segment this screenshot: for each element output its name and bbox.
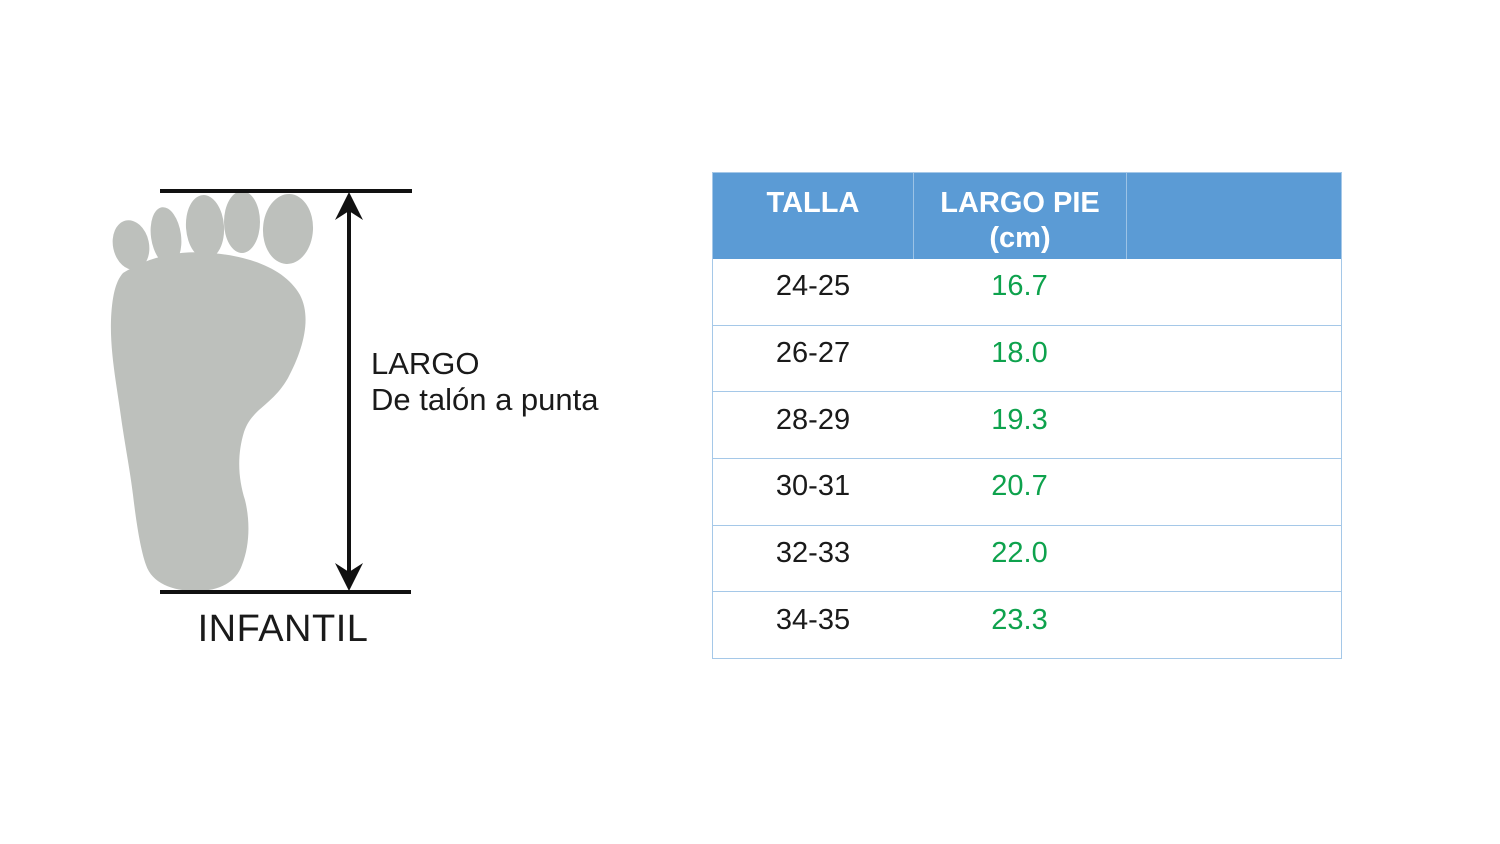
header-largo-pie-label: LARGO PIE xyxy=(940,187,1100,219)
size-cell: 30-31 xyxy=(775,470,851,503)
arrowhead-up-icon xyxy=(335,192,363,220)
table-row: 34-35 23.3 xyxy=(713,591,1341,658)
table-row: 24-25 16.7 xyxy=(713,259,1341,325)
arrowhead-down-icon xyxy=(335,563,363,591)
table-row: 32-33 22.0 xyxy=(713,524,1341,592)
foot-silhouette xyxy=(110,252,306,591)
header-cell-talla: TALLA xyxy=(713,173,913,259)
size-cell: 28-29 xyxy=(775,403,851,436)
size-chart-table: TALLA LARGO PIE (cm) 24-25 16.7 26-27 18… xyxy=(712,172,1342,659)
table-row: 30-31 20.7 xyxy=(713,458,1341,525)
size-cell: 24-25 xyxy=(775,270,851,303)
empty-cell xyxy=(1126,592,1341,658)
measure-label-line1: LARGO xyxy=(371,346,480,381)
foot-length-cell: 23.3 xyxy=(991,603,1048,636)
size-cell: 34-35 xyxy=(775,603,851,636)
toe-big xyxy=(262,194,314,264)
toe-pinky xyxy=(112,220,150,270)
table-header: TALLA LARGO PIE (cm) xyxy=(713,173,1341,259)
diagram-caption: INFANTIL xyxy=(197,608,369,650)
measure-label: LARGO De talón a punta xyxy=(371,346,599,418)
empty-cell xyxy=(1126,259,1341,325)
table-body: 24-25 16.7 26-27 18.0 28-29 19.3 30-31 2… xyxy=(713,259,1341,658)
header-cell-largo-pie: LARGO PIE (cm) xyxy=(913,173,1126,259)
header-cm-label: (cm) xyxy=(989,222,1051,254)
toe-4 xyxy=(150,207,182,265)
measure-label-line2: De talón a punta xyxy=(371,382,599,417)
table-row: 28-29 19.3 xyxy=(713,391,1341,458)
toe-3 xyxy=(185,195,225,259)
foot-length-cell: 16.7 xyxy=(991,270,1048,303)
table-row: 26-27 18.0 xyxy=(713,324,1341,392)
empty-cell xyxy=(1126,459,1341,525)
header-cell-empty xyxy=(1126,173,1341,259)
size-cell: 32-33 xyxy=(775,537,851,570)
foot-measurement-diagram xyxy=(110,189,412,594)
foot-length-cell: 19.3 xyxy=(991,403,1048,436)
foot-length-cell: 22.0 xyxy=(991,537,1048,570)
empty-cell xyxy=(1126,526,1341,592)
header-talla-label: TALLA xyxy=(766,187,860,219)
empty-cell xyxy=(1126,392,1341,458)
foot-length-cell: 20.7 xyxy=(991,470,1048,503)
foot-length-cell: 18.0 xyxy=(991,337,1048,369)
size-cell: 26-27 xyxy=(775,337,851,369)
empty-cell xyxy=(1126,326,1341,392)
toe-2 xyxy=(224,191,260,253)
